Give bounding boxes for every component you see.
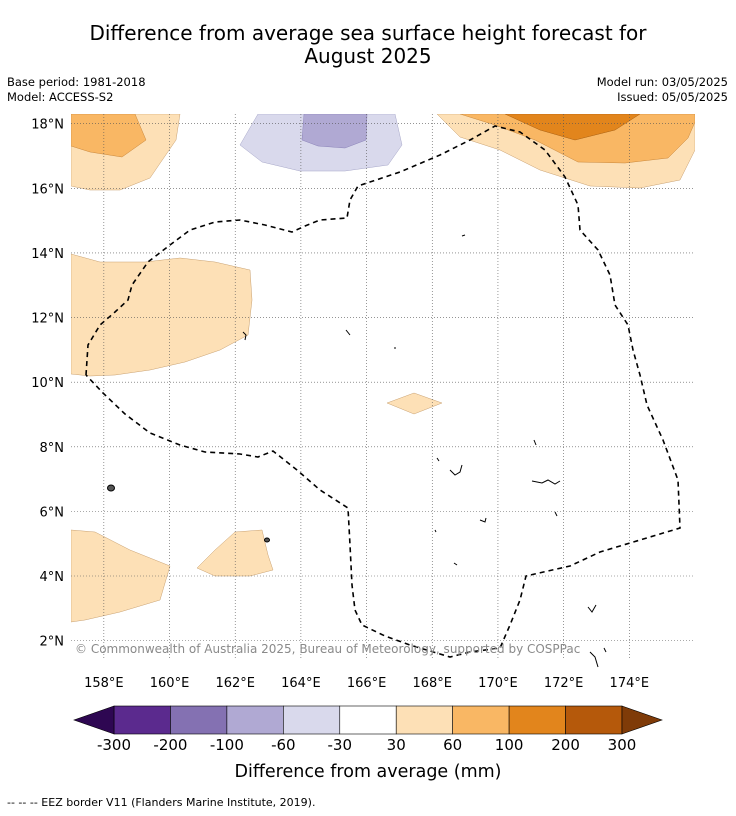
- colorbar-over-arrow: [621, 705, 663, 735]
- lat-label: 14°N: [31, 247, 64, 262]
- lat-label: 4°N: [40, 570, 65, 585]
- anomaly-region-dark-orange-ne: [504, 114, 641, 141]
- lon-label: 162°E: [215, 676, 255, 691]
- meta-right: Model run: 03/05/2025 Issued: 05/05/2025: [597, 75, 728, 105]
- longitude-labels: 158°E 160°E 162°E 164°E 166°E 168°E 170°E 172°E…: [84, 676, 649, 691]
- colorbar-tick-label: -100: [209, 736, 244, 754]
- lon-label: 164°E: [281, 676, 321, 691]
- model-run: Model run: 03/05/2025: [596, 75, 728, 89]
- lon-label: 174°E: [610, 676, 650, 691]
- title-line-2: August 2025: [304, 44, 432, 68]
- anomaly-region-orange: [71, 114, 147, 158]
- colorbar-title: Difference from average (mm): [234, 762, 502, 782]
- colorbar-swatch: [452, 705, 510, 735]
- islands: [107, 234, 607, 668]
- lat-label: 2°N: [40, 635, 65, 650]
- colorbar-swatch: [113, 705, 171, 735]
- colorbar-tick-label: -200: [153, 736, 188, 754]
- lon-label: 170°E: [478, 676, 518, 691]
- graticule: [71, 114, 695, 660]
- meta-left: Base period: 1981-2018 Model: ACCESS-S2: [7, 75, 146, 105]
- colorbar-swatch: [339, 705, 397, 735]
- title-line-1: Difference from average sea surface heig…: [89, 21, 647, 45]
- colorbar-under-arrow: [73, 705, 115, 735]
- eez-border: [85, 125, 681, 658]
- lon-label: 168°E: [412, 676, 452, 691]
- lon-label: 160°E: [150, 676, 190, 691]
- model-name: Model: ACCESS-S2: [7, 90, 114, 104]
- colorbar-tick-label: 200: [551, 736, 580, 754]
- base-period: Base period: 1981-2018: [7, 75, 146, 89]
- colorbar-swatch: [170, 705, 228, 735]
- colorbar-tick-label: 300: [607, 736, 637, 754]
- colorbar-swatch: [508, 705, 566, 735]
- lon-label: 158°E: [84, 676, 124, 691]
- colorbar-tick-label: -30: [327, 736, 353, 754]
- issued-date: Issued: 05/05/2025: [617, 90, 728, 104]
- lat-label: 12°N: [31, 312, 64, 327]
- colorbar-swatch: [283, 705, 341, 735]
- lon-label: 166°E: [347, 676, 387, 691]
- lat-label: 18°N: [31, 118, 64, 133]
- colorbar-tick-label: -60: [271, 736, 296, 754]
- anomaly-region-light-orange-sw: [71, 529, 171, 623]
- copyright-watermark: © Commonwealth of Australia 2025, Bureau…: [75, 642, 580, 656]
- anomaly-region-small: [386, 392, 443, 415]
- colorbar: [73, 705, 663, 735]
- anomaly-region-purple: [301, 114, 368, 149]
- lat-label: 6°N: [40, 505, 65, 520]
- latitude-labels: 18°N 16°N 14°N 12°N 10°N 8°N 6°N 4°N 2°N: [31, 118, 64, 650]
- colorbar-swatch: [395, 705, 453, 735]
- lat-label: 10°N: [31, 376, 64, 391]
- colorbar-swatch: [565, 705, 623, 735]
- eez-legend-note: -- -- -- EEZ border V11 (Flanders Marine…: [7, 796, 316, 809]
- anomaly-fields: [71, 114, 695, 623]
- colorbar-tick-label: -300: [96, 736, 132, 754]
- chart-title: Difference from average sea surface heig…: [0, 22, 736, 68]
- colorbar-tick-label: 60: [443, 736, 463, 754]
- lon-label: 172°E: [544, 676, 584, 691]
- lat-label: 8°N: [40, 441, 65, 456]
- colorbar-tick-label: 30: [386, 736, 406, 754]
- colorbar-swatch: [226, 705, 284, 735]
- lat-label: 16°N: [31, 182, 64, 197]
- anomaly-region-light-orange-w: [71, 253, 253, 377]
- colorbar-tick-label: 100: [494, 736, 524, 754]
